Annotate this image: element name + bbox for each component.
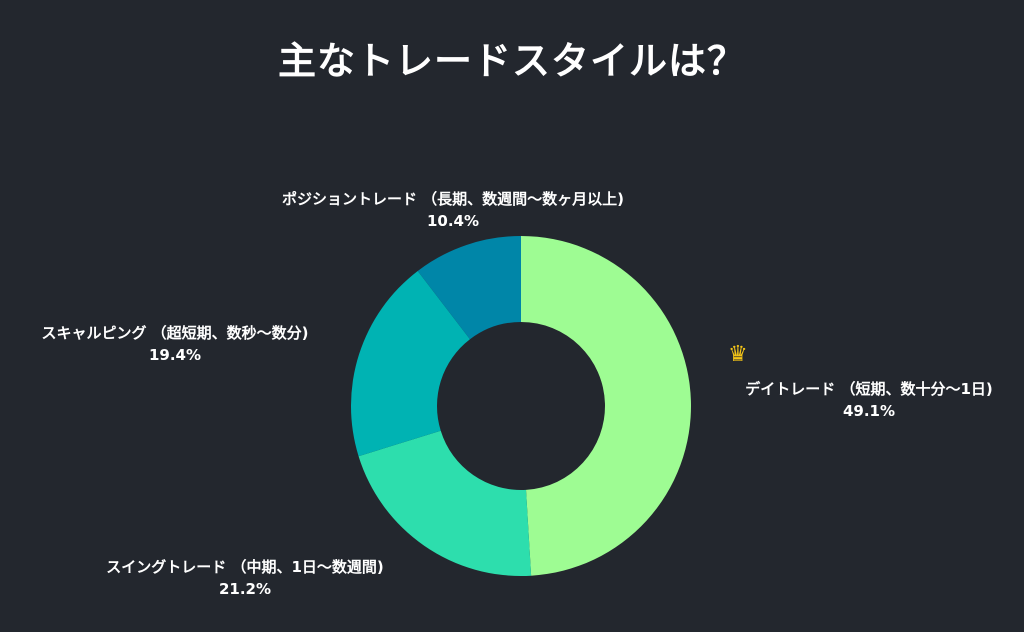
slice-label-day-trade: デイトレード （短期、数十分〜1日) 49.1%	[724, 378, 1014, 422]
slice-name-swing-trade: スイングトレード （中期、1日〜数週間)	[106, 558, 384, 576]
crown-icon: ♛	[728, 342, 748, 367]
slice-percent-scalping: 19.4%	[148, 346, 202, 364]
slice-label-position-trade: ポジショントレード （長期、数週間〜数ヶ月以上) 10.4%	[248, 188, 658, 232]
chart-title: 主なトレードスタイルは？	[277, 39, 746, 83]
slice-position-trade	[417, 236, 521, 340]
slice-name-position-trade: ポジショントレード （長期、数週間〜数ヶ月以上)	[281, 190, 625, 208]
slice-name-scalping: スキャルピング （超短期、数秒〜数分)	[41, 324, 309, 342]
slice-percent-swing-trade: 21.2%	[218, 580, 272, 598]
slice-label-scalping: スキャルピング （超短期、数秒〜数分) 19.4%	[10, 322, 340, 366]
slice-scalping	[351, 270, 470, 457]
slice-swing-trade	[358, 430, 532, 577]
slice-label-swing-trade: スイングトレード （中期、1日〜数週間) 21.2%	[80, 556, 410, 600]
slice-name-day-trade: デイトレード （短期、数十分〜1日)	[745, 380, 993, 398]
slice-percent-position-trade: 10.4%	[426, 212, 480, 230]
slice-day-trade	[521, 236, 692, 576]
slice-percent-day-trade: 49.1%	[842, 402, 896, 420]
